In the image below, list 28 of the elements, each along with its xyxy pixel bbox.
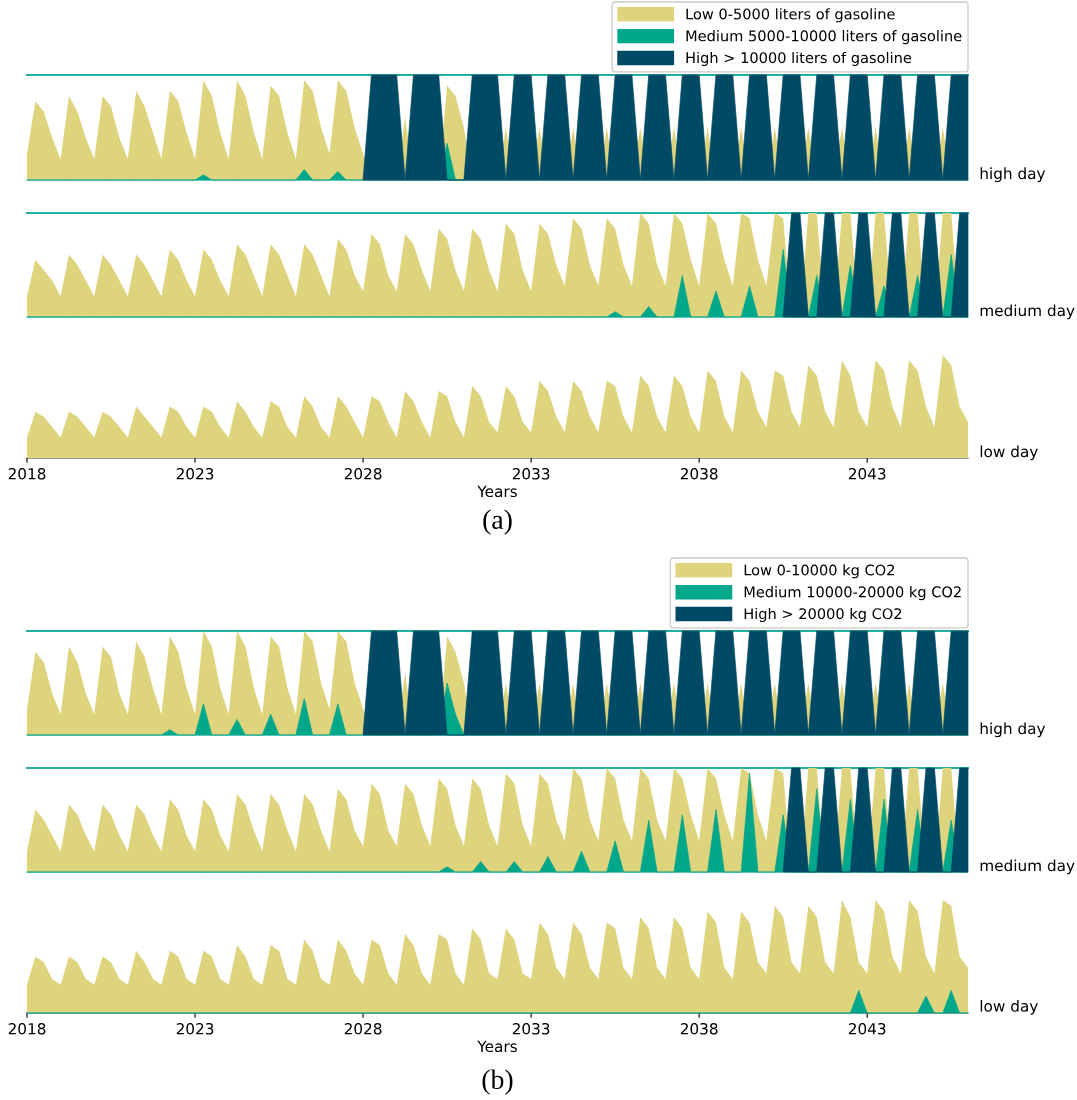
x-tick-label: 2018: [8, 1022, 46, 1035]
legend-label: Medium 10000-20000 kg CO2: [744, 586, 961, 601]
x-tick-label: 2038: [680, 1022, 718, 1035]
x-tick-label: 2038: [680, 467, 718, 480]
y-axis-title: medium day: [980, 859, 1075, 875]
legend-label: High > 20000 kg CO2: [744, 607, 902, 623]
y-axis-title: medium day: [980, 304, 1075, 320]
x-tick-label: 2028: [344, 467, 382, 480]
x-tick-label: 2028: [344, 1022, 382, 1035]
y-axis-title: low day: [980, 999, 1038, 1015]
x-tick-label: 2033: [512, 467, 550, 480]
x-axis-title: Years: [477, 485, 517, 498]
legend-label: Low 0-5000 liters of gasoline: [686, 8, 895, 23]
x-tick-label: 2043: [848, 467, 886, 480]
x-tick-label: 2033: [512, 1022, 550, 1035]
legend-label: Low 0-10000 kg CO2: [744, 564, 894, 579]
x-tick-label: 2043: [848, 1022, 886, 1035]
x-axis-title: Years: [477, 1040, 517, 1053]
y-axis-title: high day: [980, 722, 1046, 738]
text: (b): [482, 1069, 513, 1095]
x-tick-label: 2023: [176, 1022, 214, 1035]
y-axis-title: high day: [980, 167, 1046, 183]
legend-label: Medium 5000-10000 liters of gasoline: [686, 30, 962, 45]
text: (a): [483, 509, 512, 535]
legend-label: High > 10000 liters of gasoline: [686, 51, 912, 67]
y-axis-title: low day: [980, 445, 1038, 461]
x-tick-label: 2018: [8, 467, 46, 480]
x-tick-label: 2023: [176, 467, 214, 480]
